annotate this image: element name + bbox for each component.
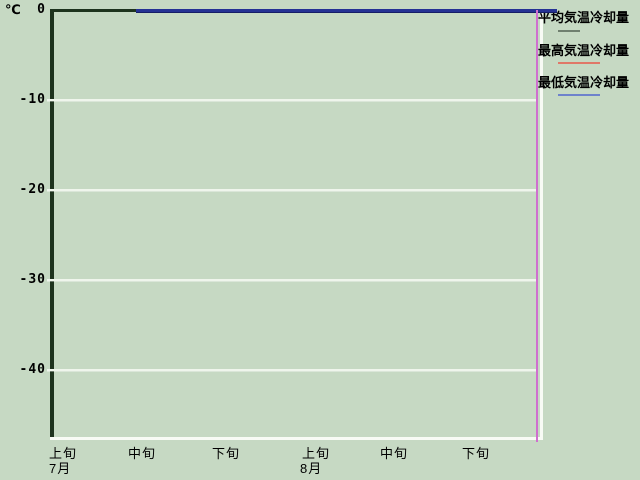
- y-axis-unit-label: ℃: [5, 2, 21, 17]
- x-decade-label-aug-early: 上旬: [302, 446, 331, 461]
- zero-value-data-line: [136, 9, 557, 13]
- x-decade-label-aug-mid: 中旬: [380, 446, 409, 461]
- x-decade-label-jul-mid: 中旬: [128, 446, 157, 461]
- y-tick-label-0: 0: [37, 2, 46, 17]
- legend-label-max-cooling: 最高気温冷却量: [538, 43, 630, 58]
- legend-line-swatch-average: [558, 30, 580, 32]
- x-decade-label-jul-late: 下旬: [212, 446, 241, 461]
- grid-line-minus30: [47, 279, 537, 281]
- x-decade-label-aug-late: 下旬: [462, 446, 491, 461]
- legend-label-average-cooling: 平均気温冷却量: [538, 10, 630, 25]
- grid-line-minus20: [47, 189, 537, 191]
- y-tick-label-m30: -30: [19, 272, 46, 287]
- legend-line-swatch-max: [558, 62, 600, 64]
- plot-border-bottom: [50, 437, 543, 440]
- legend-label-min-cooling: 最低気温冷却量: [538, 75, 630, 90]
- y-axis-line: [50, 9, 54, 438]
- date-marker-vertical-line: [536, 10, 538, 442]
- legend-line-swatch-min: [558, 94, 600, 96]
- y-tick-label-m10: -10: [19, 92, 46, 107]
- grid-line-minus10: [47, 99, 537, 101]
- y-tick-label-m20: -20: [19, 182, 46, 197]
- y-tick-label-m40: -40: [19, 362, 46, 377]
- x-decade-label-jul-early: 上旬: [49, 446, 78, 461]
- plot-border-right: [540, 10, 543, 440]
- month-label-july: 7月: [49, 461, 72, 476]
- month-label-august: 8月: [300, 461, 323, 476]
- grid-line-minus40: [47, 369, 537, 371]
